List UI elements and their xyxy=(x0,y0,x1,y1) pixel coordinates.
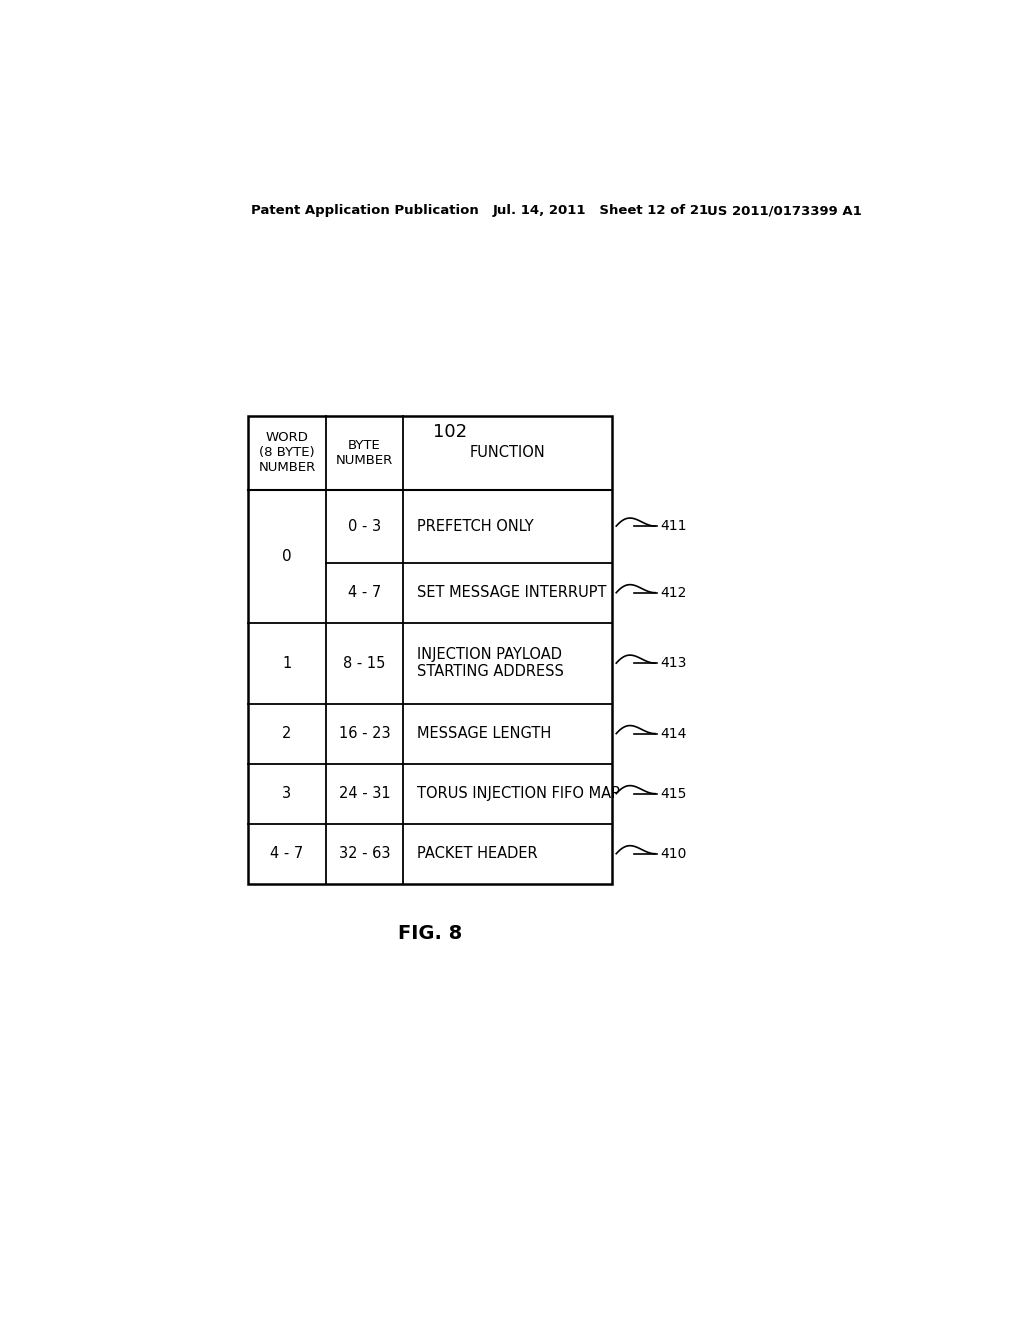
Text: 413: 413 xyxy=(660,656,687,671)
Text: 414: 414 xyxy=(660,726,687,741)
Text: TORUS INJECTION FIFO MAP: TORUS INJECTION FIFO MAP xyxy=(417,787,620,801)
Text: PACKET HEADER: PACKET HEADER xyxy=(417,846,538,861)
Text: 4 - 7: 4 - 7 xyxy=(348,585,381,601)
Text: 16 - 23: 16 - 23 xyxy=(339,726,390,741)
Text: 8 - 15: 8 - 15 xyxy=(343,656,386,671)
Text: BYTE
NUMBER: BYTE NUMBER xyxy=(336,440,393,467)
Text: Patent Application Publication: Patent Application Publication xyxy=(251,205,479,218)
Text: 415: 415 xyxy=(660,787,687,801)
Text: 102: 102 xyxy=(432,422,467,441)
Text: 2: 2 xyxy=(283,726,292,741)
Text: 412: 412 xyxy=(660,586,687,599)
Bar xyxy=(248,416,612,884)
Text: INJECTION PAYLOAD
STARTING ADDRESS: INJECTION PAYLOAD STARTING ADDRESS xyxy=(417,647,564,680)
Text: 0: 0 xyxy=(282,549,292,564)
Text: WORD
(8 BYTE)
NUMBER: WORD (8 BYTE) NUMBER xyxy=(258,432,315,474)
Text: FIG. 8: FIG. 8 xyxy=(398,924,463,944)
Text: 4 - 7: 4 - 7 xyxy=(270,846,303,861)
Text: 24 - 31: 24 - 31 xyxy=(339,787,390,801)
Text: 0 - 3: 0 - 3 xyxy=(348,519,381,533)
Text: Jul. 14, 2011   Sheet 12 of 21: Jul. 14, 2011 Sheet 12 of 21 xyxy=(494,205,710,218)
Text: 410: 410 xyxy=(660,846,687,861)
Text: US 2011/0173399 A1: US 2011/0173399 A1 xyxy=(708,205,862,218)
Text: 411: 411 xyxy=(660,519,687,533)
Text: 1: 1 xyxy=(283,656,292,671)
Text: FUNCTION: FUNCTION xyxy=(470,445,546,461)
Text: 32 - 63: 32 - 63 xyxy=(339,846,390,861)
Text: PREFETCH ONLY: PREFETCH ONLY xyxy=(417,519,534,533)
Text: SET MESSAGE INTERRUPT: SET MESSAGE INTERRUPT xyxy=(417,585,606,601)
Text: MESSAGE LENGTH: MESSAGE LENGTH xyxy=(417,726,551,741)
Text: 3: 3 xyxy=(283,787,292,801)
